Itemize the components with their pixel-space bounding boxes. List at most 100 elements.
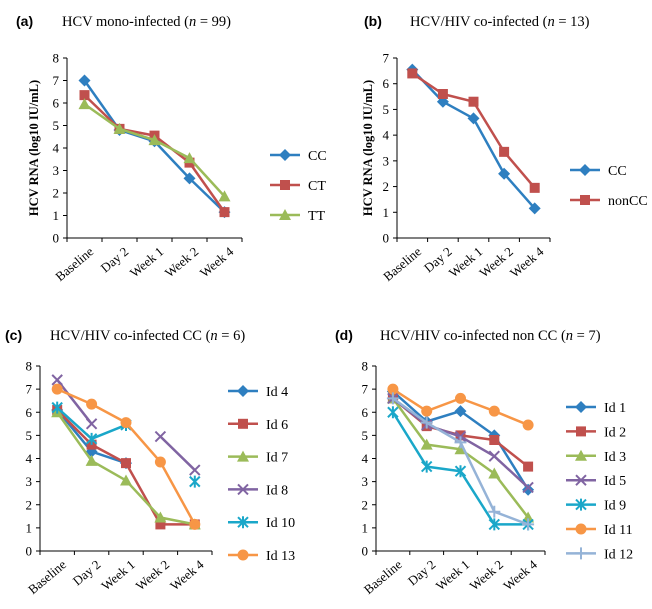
legend-label: CC bbox=[308, 149, 327, 164]
x-tick-label: Day 2 bbox=[98, 244, 132, 276]
legend-item: CC bbox=[270, 149, 327, 164]
data-point bbox=[522, 511, 535, 523]
data-point bbox=[183, 172, 196, 185]
legend-label: Id 1 bbox=[604, 401, 626, 416]
y-axis-label: HCV RNA (log10 IU/mL) bbox=[361, 80, 375, 216]
legend-label: nonCC bbox=[608, 194, 648, 209]
x-tick-label: Day 2 bbox=[70, 557, 104, 589]
chart-title: HCV/HIV co-infected CC (n = 6) bbox=[50, 328, 245, 344]
panel-letter: (b) bbox=[364, 13, 382, 29]
x-tick-label: Week 4 bbox=[500, 556, 540, 593]
y-tick-label: 5 bbox=[53, 118, 60, 133]
data-point bbox=[51, 383, 63, 395]
panel-letter: (c) bbox=[5, 327, 22, 343]
y-tick-label: 7 bbox=[53, 73, 60, 88]
legend-marker bbox=[237, 516, 249, 529]
x-tick-label: Week 1 bbox=[433, 557, 473, 594]
legend-item: Id 4 bbox=[228, 385, 288, 400]
legend-item: CC bbox=[570, 164, 627, 179]
y-tick-label: 1 bbox=[362, 520, 369, 535]
panel-letter: (a) bbox=[16, 13, 33, 29]
y-tick-label: 0 bbox=[383, 231, 390, 246]
chart-title: HCV mono-infected (n = 99) bbox=[62, 14, 231, 30]
x-tick-label: Week 2 bbox=[467, 557, 507, 594]
x-tick-label: Baseline bbox=[52, 244, 96, 284]
series-id-12 bbox=[386, 392, 535, 531]
legend-marker bbox=[279, 209, 291, 220]
data-point bbox=[189, 464, 201, 476]
legend-label: Id 9 bbox=[604, 499, 626, 514]
series-line bbox=[159, 435, 196, 471]
legend-label: Id 13 bbox=[266, 549, 295, 564]
data-point bbox=[154, 430, 167, 443]
data-point bbox=[387, 406, 399, 419]
y-tick-label: 3 bbox=[26, 474, 33, 489]
y-tick-label: 3 bbox=[362, 474, 369, 489]
y-axis-label: HCV RNA (log10 IU/mL) bbox=[27, 80, 41, 216]
x-tick-label: Week 4 bbox=[167, 556, 207, 593]
legend-item: Id 6 bbox=[228, 418, 288, 433]
chart-panel-4: (d) HCV/HIV co-infected non CC (n = 7) 0 1 2… bbox=[335, 327, 633, 597]
series-cc bbox=[406, 63, 541, 215]
legend-label: CC bbox=[608, 164, 627, 179]
legend-item: Id 7 bbox=[228, 450, 288, 466]
legend-item: Id 8 bbox=[228, 483, 288, 498]
series-id-9 bbox=[387, 406, 534, 531]
x-tick-label: Week 2 bbox=[133, 557, 173, 594]
data-point bbox=[78, 98, 91, 110]
series-line bbox=[83, 94, 226, 213]
data-point bbox=[79, 90, 90, 101]
legend-item: Id 10 bbox=[228, 516, 295, 531]
data-point bbox=[467, 112, 480, 125]
data-point bbox=[51, 401, 63, 414]
data-point bbox=[454, 443, 467, 455]
data-point bbox=[219, 207, 230, 218]
data-point bbox=[488, 505, 501, 518]
legend-item: Id 11 bbox=[566, 523, 633, 538]
x-tick-label: Baseline bbox=[380, 244, 424, 284]
legend-label: Id 8 bbox=[266, 483, 288, 498]
y-tick-label: 3 bbox=[53, 163, 60, 178]
legend-marker bbox=[579, 164, 591, 176]
x-tick-label: Baseline bbox=[25, 557, 69, 597]
data-point bbox=[421, 405, 433, 417]
data-point bbox=[407, 68, 418, 79]
legend-label: Id 5 bbox=[604, 474, 626, 489]
legend-marker bbox=[237, 385, 249, 397]
data-point bbox=[437, 89, 448, 99]
data-point bbox=[488, 450, 501, 462]
legend-item: Id 1 bbox=[566, 401, 626, 416]
legend-marker bbox=[237, 549, 249, 561]
y-tick-label: 8 bbox=[53, 51, 60, 66]
y-tick-label: 2 bbox=[362, 497, 369, 512]
legend-label: CT bbox=[308, 179, 326, 194]
series-cc bbox=[78, 74, 231, 219]
legend-marker bbox=[280, 180, 290, 190]
data-point bbox=[85, 418, 98, 430]
data-point bbox=[420, 438, 433, 450]
series-id-11 bbox=[387, 383, 534, 431]
legend-marker bbox=[575, 523, 587, 535]
y-tick-label: 6 bbox=[362, 405, 369, 420]
legend-marker bbox=[279, 149, 291, 161]
data-point bbox=[189, 518, 201, 530]
legend-marker bbox=[237, 450, 249, 462]
data-point bbox=[155, 519, 166, 530]
legend-item: CT bbox=[270, 179, 326, 194]
y-tick-label: 1 bbox=[26, 520, 33, 535]
y-tick-label: 2 bbox=[53, 186, 60, 201]
legend-label: Id 12 bbox=[604, 547, 633, 562]
data-point bbox=[522, 518, 535, 531]
data-point bbox=[488, 518, 501, 531]
data-point bbox=[218, 190, 231, 202]
data-point bbox=[523, 461, 534, 472]
y-tick-label: 6 bbox=[26, 405, 33, 420]
y-tick-label: 2 bbox=[26, 497, 33, 512]
legend-item: Id 12 bbox=[566, 547, 633, 562]
y-tick-label: 0 bbox=[53, 231, 60, 246]
data-point bbox=[113, 122, 126, 134]
data-point bbox=[499, 146, 510, 157]
y-tick-label: 5 bbox=[362, 428, 369, 443]
data-point bbox=[120, 417, 132, 429]
